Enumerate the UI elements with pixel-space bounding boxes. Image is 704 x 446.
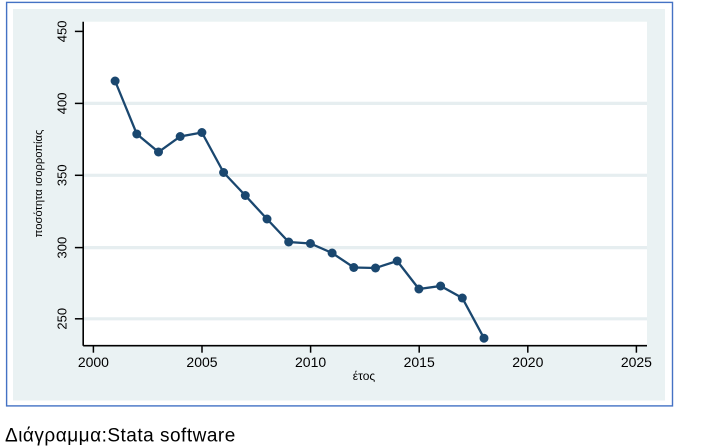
svg-text:400: 400 bbox=[55, 93, 70, 115]
svg-text:350: 350 bbox=[55, 164, 70, 186]
svg-text:2000: 2000 bbox=[78, 354, 109, 370]
svg-text:ποσότητα ισορροπίας: ποσότητα ισορροπίας bbox=[33, 129, 45, 237]
svg-text:300: 300 bbox=[55, 237, 70, 259]
svg-text:2010: 2010 bbox=[295, 354, 326, 370]
svg-text:2025: 2025 bbox=[621, 354, 652, 370]
svg-text:Διάγραμμα:Stata software: Διάγραμμα:Stata software bbox=[5, 426, 236, 446]
svg-text:2005: 2005 bbox=[186, 354, 217, 370]
svg-text:450: 450 bbox=[55, 21, 70, 43]
svg-text:έτος: έτος bbox=[353, 369, 376, 383]
svg-text:2015: 2015 bbox=[404, 354, 435, 370]
svg-text:250: 250 bbox=[55, 308, 70, 330]
svg-text:2020: 2020 bbox=[512, 354, 543, 370]
